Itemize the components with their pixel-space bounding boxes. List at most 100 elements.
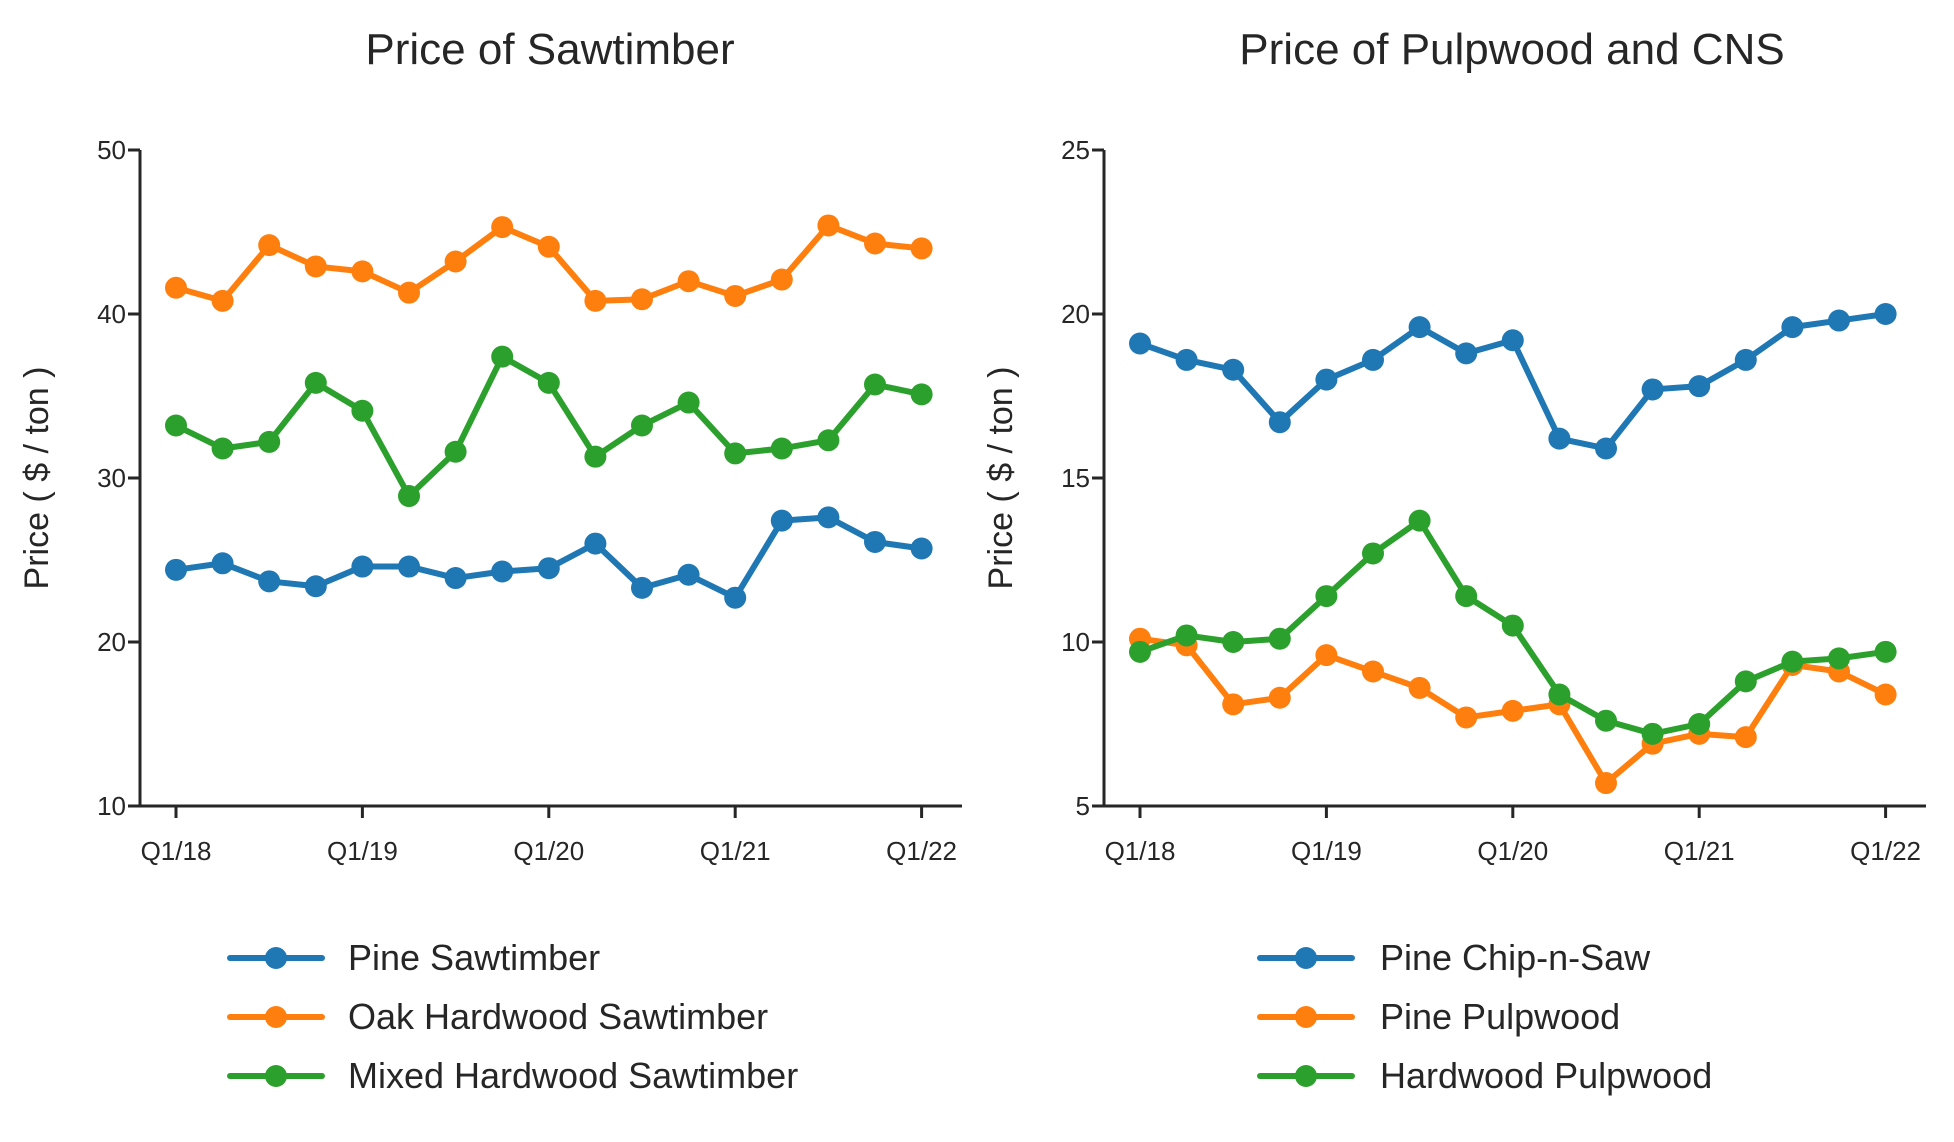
chart-title: Price of Sawtimber [365, 25, 734, 74]
data-point [631, 576, 653, 599]
data-point [1129, 640, 1151, 663]
data-point [1362, 660, 1384, 683]
y-tick-label: 10 [97, 791, 126, 821]
data-point [724, 284, 747, 307]
data-point [1408, 509, 1431, 532]
data-point [491, 560, 514, 583]
data-point [1362, 542, 1384, 565]
data-point [1501, 699, 1524, 722]
legend-marker [1295, 1006, 1317, 1028]
data-point [444, 567, 467, 590]
x-tick-label: Q1/21 [1664, 836, 1735, 866]
chart-panel-2: Price of Pulpwood and CNS Price ( $ / ton… [982, 25, 1926, 1096]
y-tick-label: 5 [1076, 791, 1090, 821]
y-tick-label: 15 [1061, 463, 1090, 493]
data-point [1315, 644, 1338, 667]
data-point [1268, 686, 1291, 709]
x-tick-label: Q1/19 [327, 836, 398, 866]
data-point [724, 442, 747, 465]
x-tick-label: Q1/19 [1291, 836, 1362, 866]
data-point [165, 414, 187, 437]
data-point [910, 383, 933, 406]
data-point [1501, 329, 1524, 352]
legend-label: Oak Hardwood Sawtimber [348, 996, 768, 1037]
data-point [1781, 650, 1804, 673]
data-point [1408, 676, 1431, 699]
data-point [491, 216, 514, 239]
data-point [1641, 378, 1664, 401]
legend-item: Oak Hardwood Sawtimber [227, 996, 768, 1037]
data-point [1222, 358, 1245, 381]
data-point [1828, 647, 1850, 670]
legend-marker [265, 1006, 287, 1028]
series-pine-sawtimber [165, 506, 933, 609]
data-point [398, 555, 420, 578]
x-tick-label: Q1/22 [1850, 836, 1921, 866]
legend-label: Pine Sawtimber [348, 937, 600, 978]
chart-panel-1: Price of Sawtimber Price ( $ / ton ) 10 20 3… [18, 25, 962, 1096]
data-point [1641, 722, 1664, 745]
y-tick-label: 30 [97, 463, 126, 493]
data-point [631, 414, 653, 437]
data-point [1874, 303, 1897, 325]
series-mixed-hardwood-sawtimber [165, 345, 933, 508]
data-point [1315, 368, 1338, 391]
data-point [211, 437, 234, 460]
data-point [817, 429, 840, 452]
data-point [1595, 709, 1617, 732]
data-point [1548, 427, 1571, 450]
y-tick-label: 20 [97, 627, 126, 657]
data-point [584, 445, 607, 468]
data-point [165, 276, 187, 299]
data-point [537, 371, 560, 394]
data-point [1781, 316, 1804, 339]
series-hardwood-pulpwood [1129, 509, 1897, 745]
data-point [1175, 624, 1198, 647]
legend-item: Hardwood Pulpwood [1257, 1055, 1712, 1096]
data-point [1874, 683, 1897, 706]
data-point [584, 532, 607, 555]
data-point [491, 345, 514, 368]
y-tick-label: 40 [97, 299, 126, 329]
x-tick-label: Q1/20 [1477, 836, 1548, 866]
data-point [1315, 585, 1338, 608]
data-point [1455, 585, 1478, 608]
data-point [1688, 713, 1711, 735]
data-point [165, 558, 187, 581]
chart-title: Price of Pulpwood and CNS [1239, 25, 1784, 74]
data-point [817, 214, 840, 237]
y-tick-label: 10 [1061, 627, 1090, 657]
data-point [1129, 332, 1151, 355]
data-point [1268, 411, 1291, 434]
legend-label: Hardwood Pulpwood [1380, 1055, 1712, 1096]
legend-label: Mixed Hardwood Sawtimber [348, 1055, 798, 1096]
y-tick-label: 25 [1061, 135, 1090, 165]
data-point [211, 289, 234, 312]
data-point [770, 268, 793, 291]
x-tick-label: Q1/18 [1105, 836, 1176, 866]
data-point [1828, 309, 1850, 332]
data-point [1688, 375, 1711, 398]
data-point [1268, 627, 1291, 650]
data-point [1734, 348, 1757, 371]
data-point [1222, 693, 1245, 716]
x-tick-label: Q1/20 [513, 836, 584, 866]
legend-item: Pine Chip-n-Saw [1257, 937, 1651, 978]
series-oak-hardwood-sawtimber [165, 214, 933, 312]
data-point [398, 281, 420, 304]
data-point [444, 250, 467, 273]
x-tick-label: Q1/18 [141, 836, 212, 866]
data-point [1595, 437, 1617, 460]
data-point [864, 373, 886, 396]
legend-marker [265, 947, 287, 969]
data-point [864, 232, 886, 255]
data-point [724, 586, 747, 609]
data-point [677, 270, 700, 293]
data-point [1455, 342, 1478, 365]
data-point [258, 430, 281, 453]
data-point [1501, 614, 1524, 637]
data-point [537, 557, 560, 580]
y-tick-label: 20 [1061, 299, 1090, 329]
